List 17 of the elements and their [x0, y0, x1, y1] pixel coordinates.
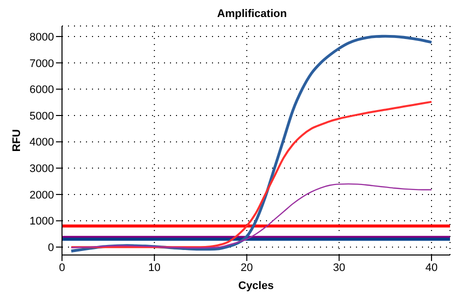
- x-tick-label: 40: [425, 262, 438, 274]
- chart-title: Amplification: [216, 8, 288, 22]
- y-tick-label: 8000: [30, 31, 54, 44]
- y-tick-label: 5000: [30, 110, 54, 122]
- y-tick-label: 7000: [30, 58, 54, 70]
- x-tick-label: 10: [148, 262, 161, 274]
- x-tick-label: 20: [240, 262, 253, 274]
- x-tick-label: 30: [333, 262, 346, 274]
- x-axis-title: Cycles: [238, 280, 274, 292]
- y-tick-label: 6000: [30, 84, 54, 96]
- y-tick-label: 2000: [30, 189, 54, 202]
- x-tick-label: 0: [58, 262, 66, 274]
- y-tick-label: 4000: [30, 136, 54, 149]
- y-tick-label: 0: [48, 242, 54, 254]
- y-tick-label: 3000: [30, 163, 54, 176]
- y-tick-label: 1000: [30, 216, 54, 228]
- y-axis-title: RFU: [10, 129, 23, 152]
